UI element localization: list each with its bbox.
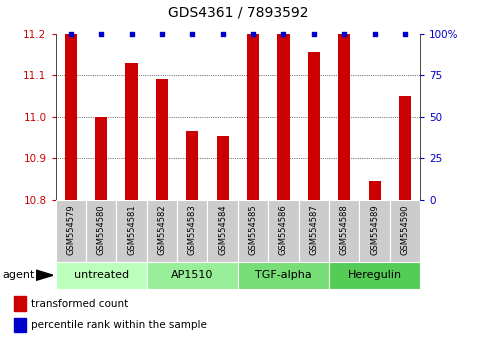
Bar	[156, 79, 168, 200]
Text: TGF-alpha: TGF-alpha	[255, 270, 312, 280]
Bar	[14, 318, 26, 332]
Point	[128, 31, 135, 36]
Text: GSM554586: GSM554586	[279, 204, 288, 255]
Bar	[208, 200, 238, 262]
Point	[188, 31, 196, 36]
Bar	[186, 131, 199, 200]
Bar	[238, 262, 329, 289]
Bar	[277, 34, 289, 200]
Text: GSM554581: GSM554581	[127, 204, 136, 255]
Bar	[95, 117, 107, 200]
Bar	[390, 200, 420, 262]
Point	[280, 31, 287, 36]
Bar	[329, 262, 420, 289]
Point	[401, 31, 409, 36]
Text: GSM554582: GSM554582	[157, 204, 167, 255]
Point	[249, 31, 257, 36]
Point	[310, 31, 318, 36]
Text: GSM554579: GSM554579	[66, 204, 75, 255]
Bar	[399, 96, 411, 200]
Bar	[338, 34, 350, 200]
Bar	[147, 200, 177, 262]
Text: GSM554583: GSM554583	[188, 204, 197, 255]
Bar	[86, 200, 116, 262]
Point	[97, 31, 105, 36]
Text: GSM554589: GSM554589	[370, 204, 379, 255]
Text: transformed count: transformed count	[31, 299, 128, 309]
Bar	[369, 181, 381, 200]
Text: percentile rank within the sample: percentile rank within the sample	[31, 320, 207, 330]
Polygon shape	[36, 270, 53, 280]
Text: AP1510: AP1510	[171, 270, 213, 280]
Bar	[56, 262, 147, 289]
Bar	[308, 52, 320, 200]
Bar	[216, 136, 229, 200]
Bar	[238, 200, 268, 262]
Text: Heregulin: Heregulin	[348, 270, 402, 280]
Text: untreated: untreated	[73, 270, 128, 280]
Bar	[126, 63, 138, 200]
Text: agent: agent	[2, 270, 35, 280]
Bar	[359, 200, 390, 262]
Bar	[147, 262, 238, 289]
Text: GSM554585: GSM554585	[249, 204, 257, 255]
Bar	[247, 34, 259, 200]
Point	[371, 31, 379, 36]
Point	[158, 31, 166, 36]
Text: GDS4361 / 7893592: GDS4361 / 7893592	[168, 5, 308, 19]
Text: GSM554590: GSM554590	[400, 205, 410, 255]
Text: GSM554580: GSM554580	[97, 204, 106, 255]
Point	[219, 31, 227, 36]
Point	[341, 31, 348, 36]
Bar	[14, 296, 26, 311]
Text: GSM554584: GSM554584	[218, 204, 227, 255]
Bar	[116, 200, 147, 262]
Bar	[65, 34, 77, 200]
Bar	[177, 200, 208, 262]
Bar	[329, 200, 359, 262]
Bar	[56, 200, 86, 262]
Point	[67, 31, 74, 36]
Text: GSM554588: GSM554588	[340, 204, 349, 255]
Bar	[268, 200, 298, 262]
Bar	[298, 200, 329, 262]
Text: GSM554587: GSM554587	[309, 204, 318, 255]
